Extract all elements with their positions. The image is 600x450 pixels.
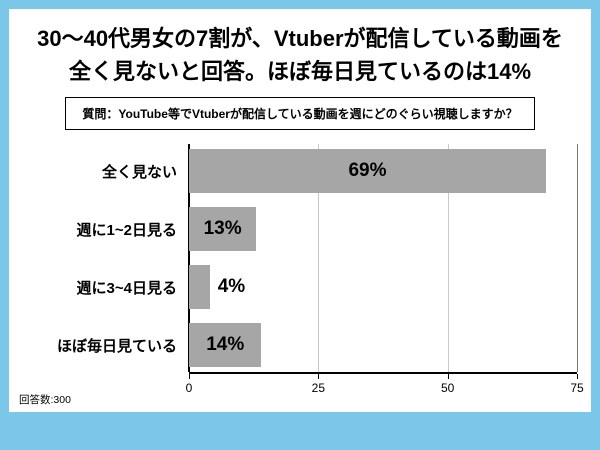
category-label: 週に1~2日見る xyxy=(76,221,177,239)
tick-label: 25 xyxy=(311,381,326,395)
bar xyxy=(189,265,210,309)
title-line-1: 30〜40代男女の7割が、Vtuberが配信している動画を xyxy=(37,26,563,51)
tick-mark xyxy=(189,374,190,379)
bar xyxy=(189,323,262,367)
title-line-2: 全く見ないと回答。ほぼ毎日見ているのは14% xyxy=(68,59,532,84)
question-row: 質問：YouTube等でVtuberが配信している動画を週にどのぐらい視聴します… xyxy=(9,97,591,130)
gridline xyxy=(318,144,320,372)
x-axis: 0 25 50 75 xyxy=(185,374,584,398)
page-title: 30〜40代男女の7割が、Vtuberが配信している動画を 全く見ないと回答。ほ… xyxy=(9,9,591,88)
infographic-card: 30〜40代男女の7割が、Vtuberが配信している動画を 全く見ないと回答。ほ… xyxy=(9,9,591,412)
tick-label: 75 xyxy=(570,381,584,395)
tick-mark xyxy=(447,374,449,379)
tick-mark xyxy=(577,374,578,379)
chart-row: 全く見ない 69% xyxy=(9,142,591,200)
tick-mark xyxy=(318,374,320,379)
respondents-note: 回答数:300 xyxy=(19,394,71,406)
bar xyxy=(189,149,546,193)
bar-chart: 全く見ない 69% 週に1~2日見る 13% 週に3~4日見る 4% ほぼ毎日見ている 14%… xyxy=(9,142,591,398)
chart-rows: 全く見ない 69% 週に1~2日見る 13% 週に3~4日見る 4% ほぼ毎日見ている 14% xyxy=(9,142,591,374)
value-label: 69% xyxy=(348,160,387,181)
chart-gridlines xyxy=(188,144,578,374)
category-label: 全く見ない xyxy=(101,163,177,181)
chart-row: ほぼ毎日見ている 14% xyxy=(9,316,591,374)
category-label: 週に3~4日見る xyxy=(76,279,177,297)
question-box: 質問：YouTube等でVtuberが配信している動画を週にどのぐらい視聴します… xyxy=(65,97,535,130)
tick-label: 50 xyxy=(440,381,455,395)
bar-track: 14% xyxy=(189,323,577,367)
gridline xyxy=(188,144,190,372)
value-label: 14% xyxy=(206,334,245,355)
bar-track: 69% xyxy=(189,149,577,193)
bar-track: 13% xyxy=(189,207,577,251)
chart-row: 週に1~2日見る 13% xyxy=(9,200,591,258)
chart-row: 週に3~4日見る 4% xyxy=(9,258,591,316)
value-label: 4% xyxy=(217,276,246,297)
bar xyxy=(189,207,257,251)
bar-track: 4% xyxy=(189,265,577,309)
tick-label: 0 xyxy=(185,381,193,395)
category-label: ほぼ毎日見ている xyxy=(56,337,177,355)
gridline xyxy=(447,144,449,372)
value-label: 13% xyxy=(203,218,242,239)
gridline xyxy=(577,144,578,372)
